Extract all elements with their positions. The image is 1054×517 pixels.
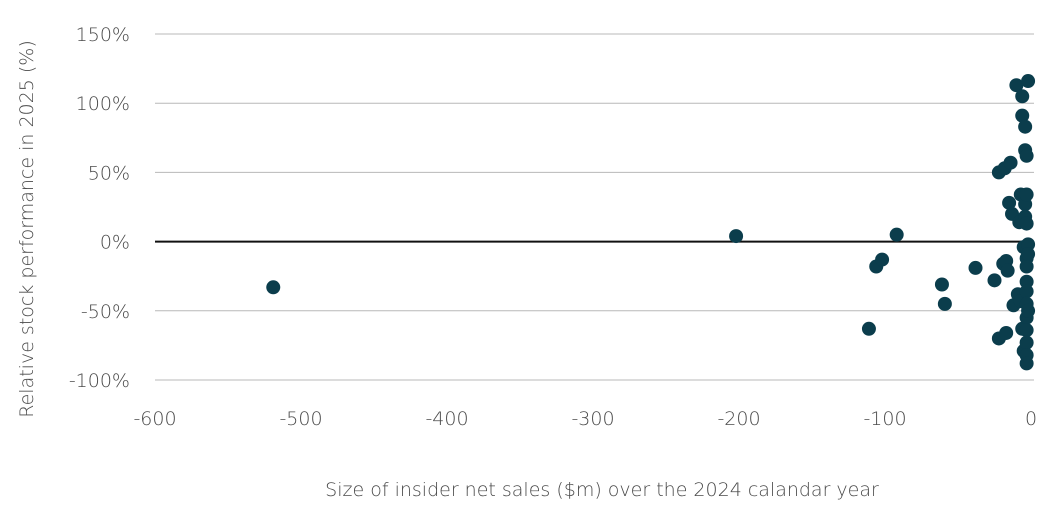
gridlines: [155, 33, 1034, 381]
data-point: [1000, 263, 1015, 278]
x-tick-label: -500: [279, 408, 322, 430]
data-point: [968, 260, 983, 275]
x-tick-label: -600: [133, 408, 176, 430]
data-point: [1019, 274, 1034, 289]
y-tick-label: 0%: [100, 232, 130, 254]
x-tick-label: -100: [863, 408, 906, 430]
data-point: [1015, 108, 1030, 123]
data-point: [1019, 323, 1034, 338]
data-point: [999, 325, 1014, 340]
x-tick-label: -300: [571, 408, 614, 430]
data-point: [1019, 216, 1034, 231]
data-point: [1021, 303, 1036, 318]
data-point: [1021, 237, 1036, 252]
data-point: [266, 280, 281, 295]
data-point: [1015, 89, 1030, 104]
data-point: [1021, 74, 1036, 89]
x-tick-label: -200: [717, 408, 760, 430]
tick-labels: -100% -50% 0% 50% 100% 150% -600 -500 -400 -300 -2…: [69, 24, 1037, 430]
y-tick-label: -50%: [81, 301, 130, 323]
data-point: [1019, 356, 1034, 371]
data-point: [1018, 119, 1033, 134]
y-tick-label: 150%: [76, 24, 130, 46]
y-axis-title: Relative stock performance in 2025 (%): [16, 40, 38, 417]
data-point: [1019, 148, 1034, 163]
x-tick-label: -400: [425, 408, 468, 430]
x-axis-title: Size of insider net sales ($m) over the …: [325, 479, 879, 501]
y-tick-label: -100%: [69, 370, 130, 392]
data-point: [875, 252, 890, 267]
x-tick-label: 0: [1025, 408, 1037, 430]
y-tick-label: 100%: [76, 93, 130, 115]
data-point: [1003, 155, 1018, 170]
data-point: [1002, 195, 1017, 210]
data-point: [1019, 187, 1034, 202]
data-points: [266, 74, 1036, 371]
data-point: [987, 273, 1002, 288]
data-point: [1009, 78, 1024, 93]
data-point: [861, 321, 876, 336]
data-point: [1019, 259, 1034, 274]
data-point: [1019, 335, 1034, 350]
data-point: [1019, 284, 1034, 299]
data-point: [934, 277, 949, 292]
data-point: [1021, 247, 1036, 262]
data-point: [729, 229, 744, 244]
y-tick-label: 50%: [88, 162, 130, 184]
data-point: [889, 227, 904, 242]
data-point: [937, 296, 952, 311]
